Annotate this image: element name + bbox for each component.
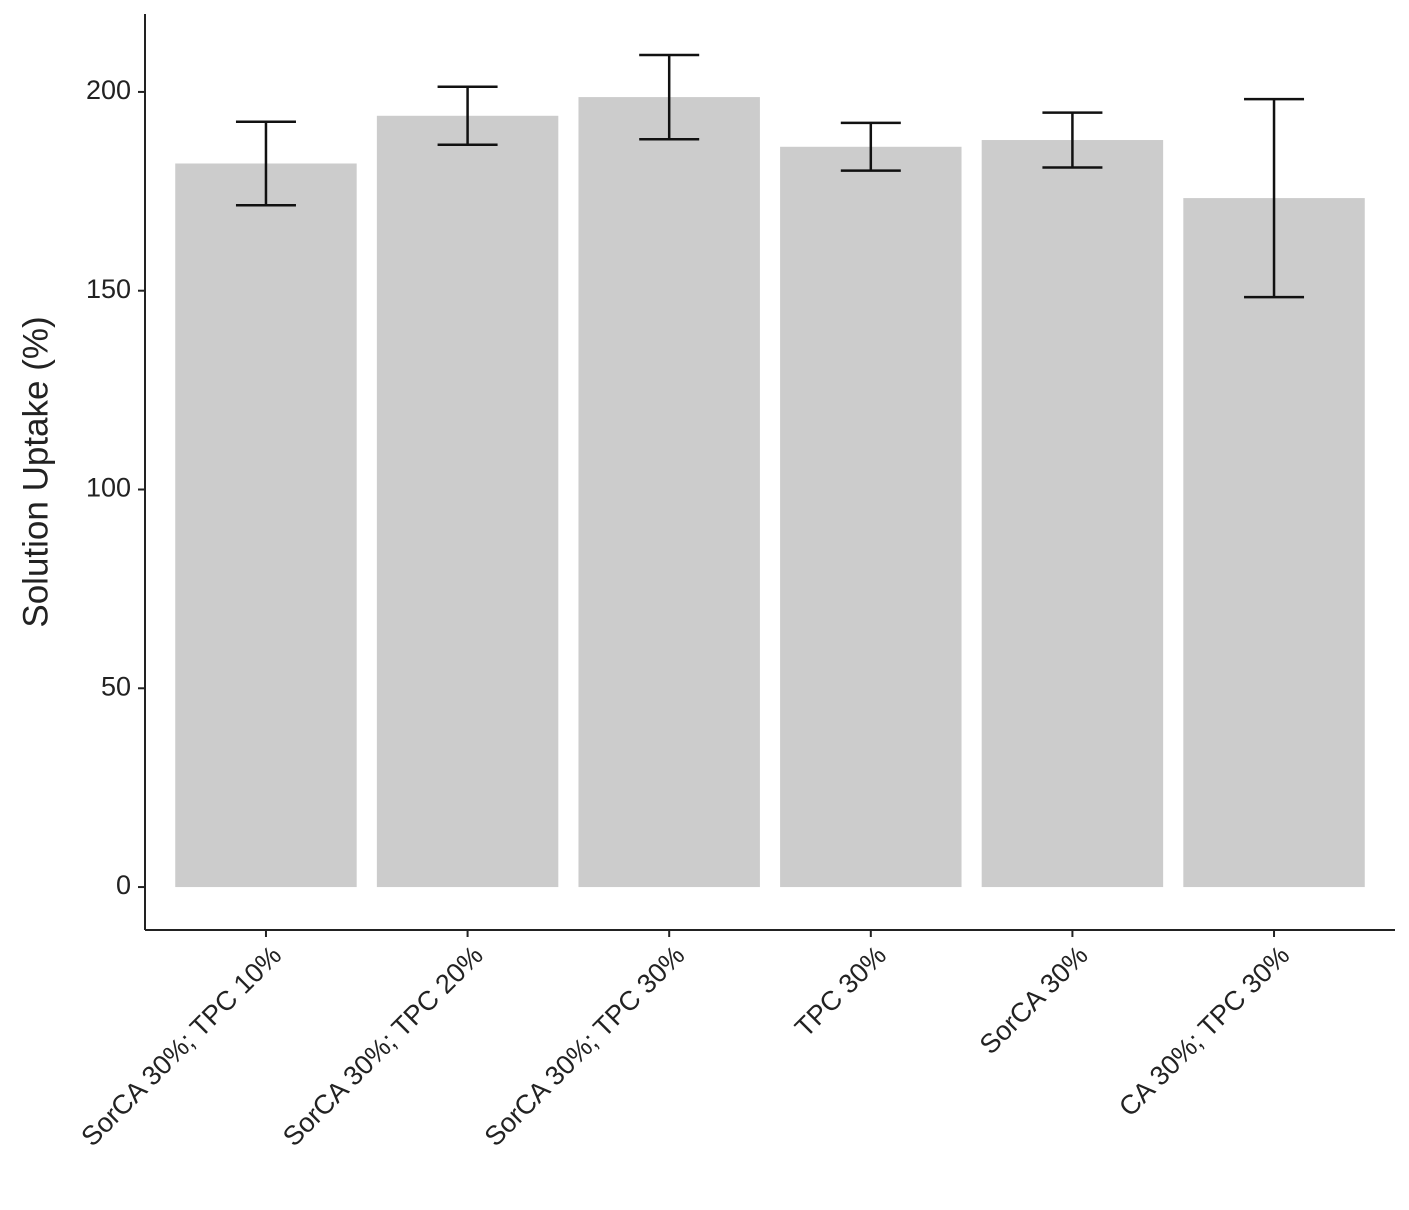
x-tick-label: SorCA 30%; TPC 20% (277, 940, 489, 1152)
error-bar (639, 53, 700, 141)
x-tick-label: SorCA 30% (974, 940, 1094, 1060)
error-bar (437, 85, 498, 147)
error-bar (1042, 111, 1103, 169)
y-tick-label: 150 (86, 274, 131, 304)
x-tick-label: CA 30%; TPC 30% (1113, 940, 1295, 1122)
bar (578, 97, 760, 888)
y-tick-label: 0 (116, 870, 131, 900)
y-tick-label: 50 (101, 671, 131, 701)
x-tick-label: SorCA 30%; TPC 30% (479, 940, 691, 1152)
y-tick-label: 200 (86, 75, 131, 105)
bar (780, 146, 962, 888)
bar (175, 163, 357, 888)
bar (1183, 198, 1365, 888)
y-tick-label: 100 (86, 473, 131, 503)
error-bar (840, 121, 901, 172)
bar (981, 140, 1164, 888)
x-tick-label: SorCA 30%; TPC 10% (75, 940, 287, 1152)
error-bar (1244, 97, 1305, 299)
x-tick-label: TPC 30% (789, 940, 892, 1043)
bar (376, 115, 559, 888)
y-axis-title: Solution Uptake (%) (16, 316, 55, 627)
error-bar (235, 120, 296, 207)
